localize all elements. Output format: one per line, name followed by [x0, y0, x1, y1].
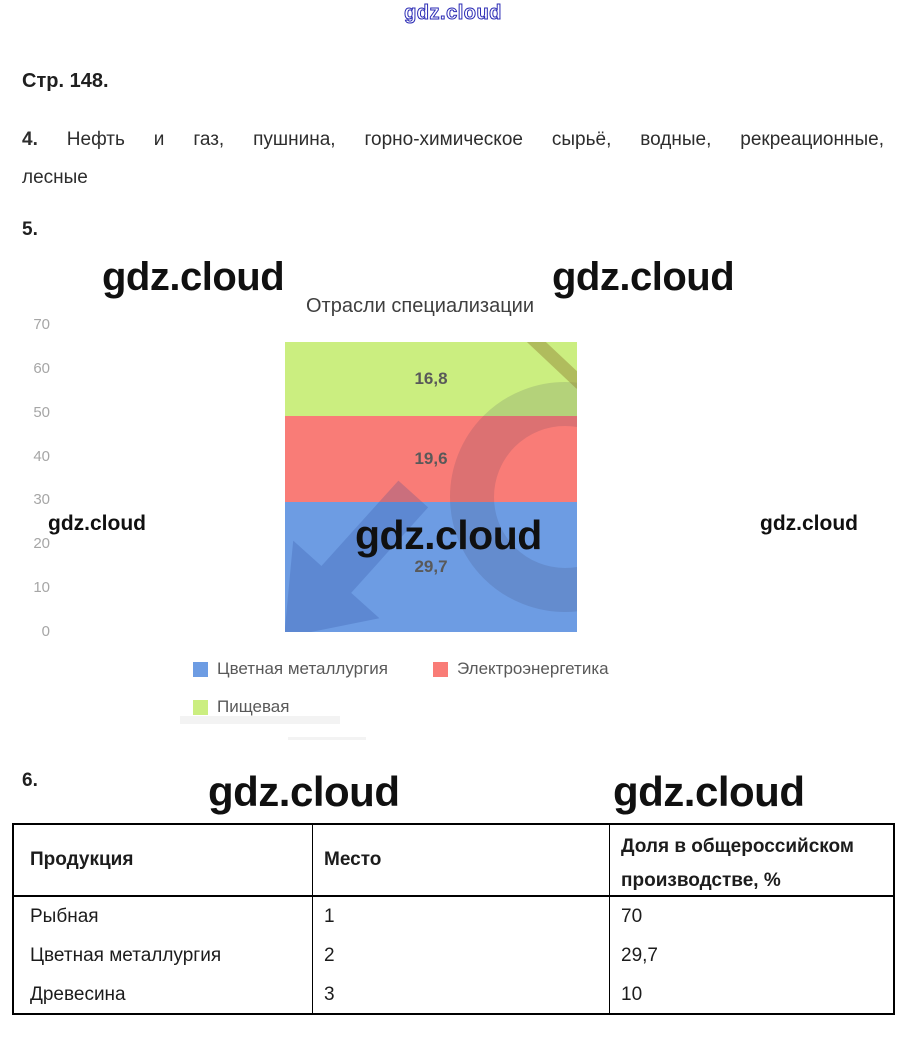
watermark-table-left: gdz.cloud	[208, 768, 400, 815]
item-4-line2: лесные	[22, 167, 88, 188]
y-tick-label: 10	[33, 579, 50, 597]
page-heading: Стр. 148.	[22, 70, 109, 92]
item-4-line1: 4. Нефть и газ, пушнина, горно-химическо…	[22, 121, 884, 159]
item-4-paragraph: 4. Нефть и газ, пушнина, горно-химическо…	[22, 121, 884, 197]
legend-label-food: Пищевая	[217, 697, 290, 716]
legend-label-electro: Электроэнергетика	[457, 659, 609, 678]
bar-segment-metal: 29,7	[285, 501, 577, 632]
legend-label-metal: Цветная металлургия	[217, 659, 388, 678]
y-tick-label: 50	[33, 403, 50, 421]
legend-item-metal: Цветная металлургия	[193, 659, 388, 679]
smudge-artifact	[180, 716, 340, 724]
item-4-number: 4.	[22, 129, 38, 150]
y-tick-label: 70	[33, 316, 50, 333]
table-cell: 2	[312, 936, 609, 975]
table-header-place: Место	[312, 825, 609, 897]
legend-swatch-metal	[193, 661, 208, 677]
table-cell: 29,7	[609, 936, 893, 975]
legend-swatch-electro	[433, 661, 448, 677]
watermark-mid-center: gdz.cloud	[355, 512, 542, 558]
table-cell: 3	[312, 975, 609, 1014]
watermark-chart-left: gdz.cloud	[102, 255, 285, 299]
table-cell: 10	[609, 975, 893, 1014]
chart-title: Отрасли специализации	[306, 295, 534, 317]
legend-item-electro: Электроэнергетика	[433, 659, 609, 679]
watermark-mid-left: gdz.cloud	[48, 512, 146, 535]
y-tick-label: 40	[33, 447, 50, 465]
y-tick-label: 30	[33, 491, 50, 509]
watermark-table-right: gdz.cloud	[613, 768, 805, 815]
bar-segment-electro: 19,6	[285, 415, 577, 502]
smudge-artifact	[288, 737, 366, 740]
table-cell: Рыбная	[30, 905, 99, 927]
table-header-product: Продукция	[14, 825, 312, 897]
bar-label-food: 16,8	[414, 368, 448, 388]
item-5-number: 5.	[22, 219, 38, 240]
watermark-outline-top: gdz.cloud	[404, 2, 502, 25]
item-6-number: 6.	[22, 770, 38, 791]
bar-label-electro: 19,6	[414, 448, 448, 468]
table-cell: 70	[609, 897, 893, 936]
watermark-chart-right: gdz.cloud	[552, 255, 735, 299]
y-tick-label: 0	[41, 623, 50, 640]
bar-label-metal: 29,7	[414, 556, 448, 576]
item-4-text: Нефть и газ, пушнина, горно-химическое с…	[66, 129, 884, 150]
watermark-mid-right: gdz.cloud	[760, 512, 858, 535]
stacked-bar: 16,8 19,6 29,7	[285, 342, 577, 632]
table-cell: Древесина	[30, 983, 126, 1005]
legend-swatch-food	[193, 699, 208, 715]
legend-item-food: Пищевая	[193, 697, 289, 717]
table-cell: 1	[312, 897, 609, 936]
table-header-share: Доля в общероссийском производстве, %	[609, 825, 893, 897]
bar-segment-food: 16,8	[285, 342, 577, 416]
table-cell: Цветная металлургия	[30, 944, 222, 966]
y-tick-label: 60	[33, 359, 50, 377]
y-tick-label: 20	[33, 535, 50, 553]
specialization-table: Продукция Место Доля в общероссийском про…	[12, 823, 895, 1015]
